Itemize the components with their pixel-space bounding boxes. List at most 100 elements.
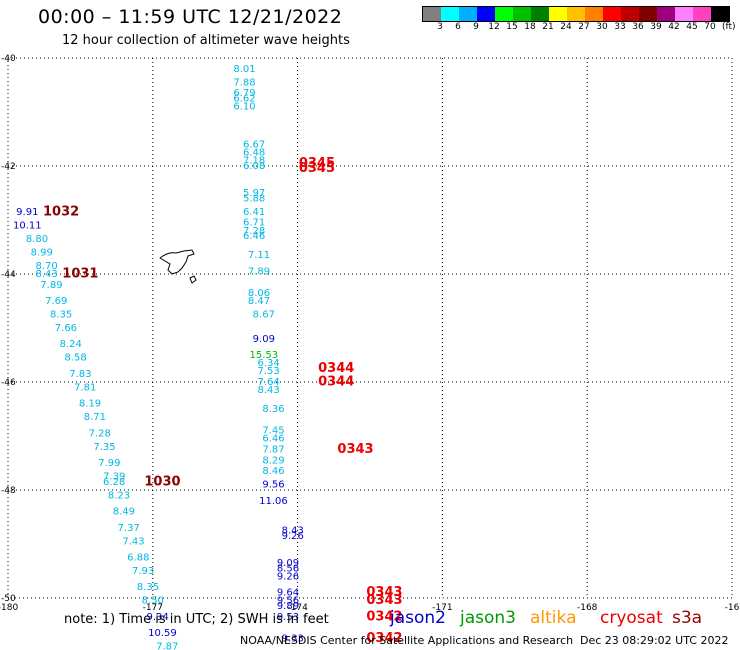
wave-height-label: 0344	[318, 375, 354, 390]
wave-height-label: 1030	[144, 474, 180, 489]
wave-height-label: 0343	[366, 593, 402, 608]
wave-height-label: 9.89	[277, 601, 299, 612]
legend-tick-label: 15	[506, 22, 518, 32]
wave-height-label: 9.33	[282, 634, 304, 645]
color-legend-ticks: 3 6 9 12 15 18 21 24 27 30 33 36 39 42 45 70	[422, 22, 732, 36]
wave-height-label: 6.79	[233, 88, 255, 99]
wave-height-label: 9.09	[277, 558, 299, 569]
wave-height-label: 6.08	[243, 161, 265, 172]
wave-height-label: 7.83	[69, 369, 91, 380]
wave-height-label: 7.87	[156, 642, 178, 650]
wave-height-label: 7.37	[118, 523, 140, 534]
wave-height-label: 8.29	[262, 455, 284, 466]
wave-height-label: 6.88	[127, 553, 149, 564]
wave-height-label: 11.06	[259, 496, 288, 507]
legend-swatch	[639, 7, 657, 21]
wave-height-label: 7.99	[98, 458, 120, 469]
x-tick-label: -171	[432, 603, 452, 613]
legend-swatch	[495, 7, 513, 21]
legend-tick-label: 9	[473, 22, 479, 32]
wave-height-label: 8.01	[233, 64, 255, 75]
legend-tick-label: 30	[596, 22, 608, 32]
wave-height-label: 7.64	[258, 377, 280, 388]
wave-height-label: 7.28	[243, 226, 265, 237]
wave-height-label: 9.91	[16, 207, 38, 218]
wave-height-label: 6.28	[103, 477, 125, 488]
legend-swatch	[513, 7, 531, 21]
wave-height-label: 6.34	[258, 358, 280, 369]
wave-height-label: 9.56	[277, 596, 299, 607]
chart-points: 8.01 7.886.796.626.10 6.676.487.186.08 0345…	[13, 64, 403, 650]
wave-height-label: 0344	[318, 361, 354, 376]
wave-height-label: 8.47	[248, 296, 270, 307]
wave-height-label: 6.48	[243, 148, 265, 159]
wave-height-label: 8.35	[137, 582, 159, 593]
wave-height-label: 7.93	[132, 566, 154, 577]
wave-height-label: 8.46	[262, 466, 284, 477]
wave-height-label: 10.11	[13, 220, 42, 231]
satellite-label-jason2: jason2	[390, 608, 446, 628]
legend-swatch	[549, 7, 567, 21]
legend-tick-label: 3	[437, 22, 443, 32]
wave-height-label: 7.35	[93, 442, 115, 453]
legend-swatch	[423, 7, 441, 21]
wave-height-label: 0342	[366, 631, 402, 646]
wave-height-label: 6.67	[243, 139, 265, 150]
wave-height-label: 9.53	[277, 612, 299, 623]
wave-height-label: 1031	[62, 267, 98, 282]
wave-height-label: 0345	[299, 156, 335, 171]
y-tick-label: -50	[1, 594, 16, 604]
wave-height-label: 8.43	[35, 269, 57, 280]
x-tick-label: -177	[143, 603, 163, 613]
legend-tick-label: 45	[686, 22, 698, 32]
legend-swatch	[459, 7, 477, 21]
wave-height-label: 8.50	[142, 596, 164, 607]
wave-height-label: 8.56	[277, 563, 299, 574]
legend-tick-label: 27	[578, 22, 590, 32]
legend-swatch	[711, 7, 729, 21]
wave-height-label: 8.99	[31, 247, 53, 258]
x-tick-label: -180	[0, 603, 18, 613]
y-tick-label: -44	[1, 270, 16, 280]
wave-height-label: 9.56	[262, 480, 284, 491]
legend-swatch	[603, 7, 621, 21]
wave-height-label: 7.89	[40, 280, 62, 291]
wave-height-label: 10.59	[148, 628, 177, 639]
wave-height-label: 6.71	[243, 218, 265, 229]
color-legend	[422, 6, 730, 22]
wave-height-label: 6.46	[262, 434, 284, 445]
x-tick-label: -174	[287, 603, 308, 613]
wave-height-label: 8.70	[35, 261, 57, 272]
wave-height-label: 7.28	[89, 428, 111, 439]
wave-height-label: 8.24	[60, 339, 82, 350]
wave-height-label: 7.87	[262, 445, 284, 456]
wave-height-label: 8.36	[262, 404, 284, 415]
wave-height-label: 7.45	[262, 426, 284, 437]
legend-swatch	[477, 7, 495, 21]
chart-axes: -180 -177 -174 -171 -168 -16 -40 -42 -44 -46 -48 -5…	[0, 54, 740, 613]
wave-height-label: 5.88	[243, 193, 265, 204]
wave-height-label: 6.46	[243, 231, 265, 242]
wave-height-label: 0342	[366, 609, 402, 624]
legend-swatch	[693, 7, 711, 21]
legend-tick-label: 36	[632, 22, 644, 32]
wave-height-label: 7.81	[74, 382, 96, 393]
wave-height-label: 8.58	[64, 353, 86, 364]
legend-tick-label: 21	[542, 22, 554, 32]
wave-height-label: 9.64	[277, 588, 299, 599]
wave-height-label: 9.26	[277, 571, 299, 582]
page-title: 00:00 – 11:59 UTC 12/21/2022	[38, 6, 343, 28]
wave-height-label: 8.43	[282, 526, 304, 537]
y-tick-label: -48	[1, 486, 16, 496]
wave-height-label: 7.11	[248, 250, 270, 261]
legend-tick-label: 70	[704, 22, 716, 32]
wave-height-label: 7.18	[243, 156, 265, 167]
satellite-label-s3a: s3a	[672, 608, 703, 628]
generated-timestamp: Dec 23 08:29:02 UTC 2022	[580, 634, 729, 647]
wave-height-label: 8.71	[84, 412, 106, 423]
x-tick-label: -168	[577, 603, 598, 613]
wave-height-label: 8.23	[108, 490, 130, 501]
wave-height-label: 1032	[43, 204, 79, 219]
legend-swatch	[675, 7, 693, 21]
